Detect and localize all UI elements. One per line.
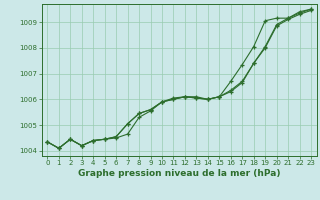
X-axis label: Graphe pression niveau de la mer (hPa): Graphe pression niveau de la mer (hPa) xyxy=(78,169,280,178)
